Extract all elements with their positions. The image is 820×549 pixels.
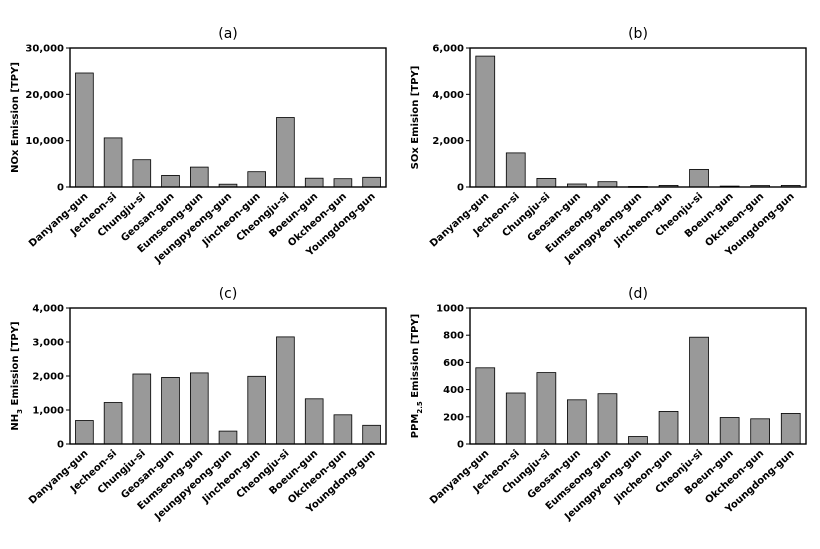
bar-jeungpyeong-gun	[628, 436, 648, 445]
y-tick-label: 600	[443, 358, 464, 369]
x-tick-label: Geosan-gun	[526, 448, 583, 501]
chart-panel-1: (a)Danyang-gunJecheon-siChungju-siGeosan…	[10, 26, 387, 266]
y-tick-label: 30,000	[25, 44, 64, 55]
bar-cheonju-si	[689, 168, 709, 188]
bar-jeungpyeong-gun	[218, 430, 238, 445]
y-tick-label: 4,000	[432, 90, 464, 101]
y-tick-label: 10,000	[25, 136, 64, 147]
bar-eumseong-gun	[189, 166, 209, 188]
bar-eumseong-gun	[597, 393, 618, 445]
x-tick-label: Geosan-gun	[526, 191, 583, 244]
y-tick-label: 0	[57, 183, 64, 194]
bar-youngdong-gun	[362, 424, 381, 445]
bar-jincheon-gun	[658, 410, 679, 445]
bar-boeun-gun	[304, 398, 324, 445]
panel-label: (d)	[628, 286, 648, 302]
y-tick-label: 1,000	[32, 406, 64, 417]
bar-eumseong-gun	[597, 181, 618, 188]
y-tick-label: 3,000	[32, 338, 64, 349]
plot-frame	[69, 47, 387, 188]
y-tick-label: 6,000	[432, 44, 464, 55]
bar-danyang-gun	[475, 367, 496, 445]
bar-danyang-gun	[75, 72, 94, 188]
bar-geosan-gun	[161, 174, 180, 188]
y-tick-label: 400	[443, 385, 464, 396]
bar-geosan-gun	[161, 376, 180, 445]
bar-danyang-gun	[75, 420, 94, 445]
bar-danyang-gun	[475, 55, 496, 188]
bar-cheongju-si	[276, 336, 295, 445]
bar-chungju-si	[132, 159, 152, 188]
y-axis-label-main: PPM	[410, 414, 421, 439]
bar-boeun-gun	[304, 177, 324, 188]
bar-jecheon-si	[505, 152, 526, 188]
y-axis-label-subscript: 3	[16, 409, 24, 414]
bar-geosan-gun	[567, 399, 587, 445]
y-tick-label: 0	[457, 183, 464, 194]
chart-panel-2: (b)Danyang-gunJecheon-siChungju-siGeosan…	[410, 26, 807, 266]
y-tick-label: 0	[57, 440, 64, 451]
bar-cheongju-si	[276, 117, 295, 188]
bar-eumseong-gun	[189, 372, 209, 445]
y-axis-label-subscript: 2.5	[416, 401, 424, 414]
panel-label: (a)	[218, 26, 238, 42]
bar-jincheon-gun	[247, 375, 267, 445]
plot-frame	[469, 307, 807, 445]
bar-okcheon-gun	[333, 414, 353, 445]
panel-label: (b)	[628, 26, 648, 42]
y-axis-label-tail: Emission [TPY]	[10, 321, 21, 409]
bar-okcheon-gun	[750, 418, 771, 445]
panel-label: (c)	[219, 286, 238, 302]
bar-jecheon-si	[103, 402, 123, 445]
y-tick-label: 800	[443, 331, 464, 342]
bar-okcheon-gun	[333, 178, 353, 188]
y-tick-label: 20,000	[25, 90, 64, 101]
y-axis-label: SOx Emision [TPY]	[410, 66, 421, 170]
bar-chungju-si	[536, 177, 557, 188]
bar-youngdong-gun	[780, 412, 801, 445]
y-axis-label: PPM2.5 Emission [TPY]	[410, 314, 424, 439]
y-tick-label: 200	[443, 412, 464, 423]
y-tick-label: 2,000	[432, 136, 464, 147]
y-tick-label: 2,000	[32, 372, 64, 383]
y-tick-label: 4,000	[32, 304, 64, 315]
y-axis-label: NH3 Emission [TPY]	[10, 321, 24, 430]
bar-cheonju-si	[689, 336, 709, 445]
bar-jincheon-gun	[247, 171, 267, 188]
y-tick-label: 1000	[436, 304, 464, 315]
bar-jecheon-si	[505, 392, 526, 445]
y-tick-label: 0	[457, 440, 464, 451]
bar-jecheon-si	[103, 137, 123, 188]
plot-frame	[469, 47, 807, 188]
bar-chungju-si	[536, 372, 557, 445]
chart-panel-3: (c)Danyang-gunJecheon-siChungju-siGeosan…	[10, 286, 387, 523]
bar-boeun-gun	[719, 417, 740, 445]
bar-chungju-si	[132, 373, 152, 445]
bar-youngdong-gun	[362, 176, 381, 188]
y-axis-label: NOx Emission [TPY]	[10, 62, 21, 173]
y-axis-label-tail: Emission [TPY]	[410, 314, 421, 402]
y-axis-label-main: NH	[10, 414, 21, 431]
chart-panel-4: (d)Danyang-gunJecheon-siChungju-siGeosan…	[410, 286, 807, 523]
